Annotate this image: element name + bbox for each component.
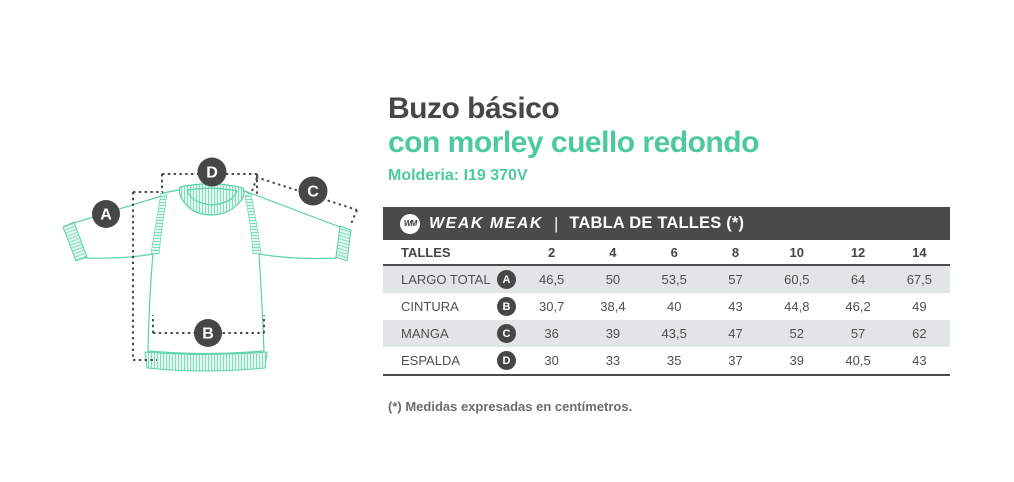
left-cuff-rib xyxy=(62,221,88,262)
value-cell: 40,5 xyxy=(845,353,871,368)
value-cell: 57 xyxy=(728,272,743,287)
row-label: MANGA xyxy=(401,326,449,341)
value-cell: 30,7 xyxy=(538,299,565,314)
size-col: 10 xyxy=(789,244,805,260)
right-armhole-rib xyxy=(244,193,262,255)
svg-text:B: B xyxy=(202,326,214,343)
separator: | xyxy=(553,213,559,233)
size-col: 6 xyxy=(670,244,678,260)
value-cell: 43,5 xyxy=(661,326,687,341)
row-label: ESPALDA xyxy=(401,353,461,368)
table-row: MANGA C 36 39 43,5 47 52 57 62 xyxy=(383,320,950,347)
table-row: LARGO TOTAL A 46,5 50 53,5 57 60,5 64 67… xyxy=(383,266,950,293)
measure-badge-a: A xyxy=(92,200,120,228)
measure-line-b xyxy=(152,315,265,334)
value-cell: 57 xyxy=(850,326,866,341)
sizes-header-row: TALLES 2 4 6 8 10 12 14 xyxy=(383,240,950,266)
svg-text:C: C xyxy=(307,184,319,201)
value-cell: 67,5 xyxy=(906,272,932,287)
row-badge: A xyxy=(497,270,516,289)
value-cell: 30 xyxy=(544,353,559,368)
measure-line-a xyxy=(132,191,163,361)
sizes-label: TALLES xyxy=(401,244,451,260)
hem-rib xyxy=(144,351,268,372)
measure-badge-b: B xyxy=(194,319,222,347)
right-cuff-rib xyxy=(335,225,352,262)
size-col: 2 xyxy=(548,244,556,260)
value-cell: 37 xyxy=(728,353,743,368)
value-cell: 62 xyxy=(912,326,927,341)
size-col: 12 xyxy=(850,244,866,260)
table-row: CINTURA B 30,7 38,4 40 43 44,8 46,2 49 xyxy=(383,293,950,320)
value-cell: 38,4 xyxy=(600,299,626,314)
table-row: ESPALDA D 30 33 35 37 39 40,5 43 xyxy=(383,347,950,374)
size-table: WM WEAK MEAK | TABLA DE TALLES (*) TALLE… xyxy=(383,207,950,376)
footnote: (*) Medidas expresadas en centímetros. xyxy=(388,399,633,414)
value-cell: 53,5 xyxy=(661,272,687,287)
size-col: 14 xyxy=(912,244,927,260)
value-cell: 39 xyxy=(605,326,621,341)
garment-diagram: A D C B xyxy=(62,157,358,372)
table-title: TABLA DE TALLES (*) xyxy=(569,214,745,232)
size-col: 4 xyxy=(609,244,617,260)
row-label: LARGO TOTAL xyxy=(401,272,491,287)
value-cell: 47 xyxy=(728,326,743,341)
value-cell: 35 xyxy=(666,353,682,368)
brand-name: WEAK MEAK xyxy=(429,214,543,232)
collar-rib xyxy=(178,183,245,216)
left-armhole-rib xyxy=(150,192,168,255)
row-badge: D xyxy=(497,351,516,370)
value-cell: 46,2 xyxy=(845,299,871,314)
size-col: 8 xyxy=(731,244,740,260)
measure-badge-d: D xyxy=(197,157,227,187)
value-cell: 52 xyxy=(789,326,805,341)
row-badge: B xyxy=(497,297,516,316)
value-cell: 44,8 xyxy=(784,299,810,314)
value-cell: 36 xyxy=(544,326,559,341)
value-cell: 43 xyxy=(912,353,927,368)
value-cell: 33 xyxy=(605,353,621,368)
row-badge: C xyxy=(497,324,516,343)
value-cell: 39 xyxy=(789,353,805,368)
title-block: Buzo básico con morley cuello redondo Mo… xyxy=(388,92,948,185)
collar-inner-line xyxy=(186,187,238,206)
value-cell: 60,5 xyxy=(784,272,810,287)
value-cell: 43 xyxy=(728,299,743,314)
value-cell: 46,5 xyxy=(538,272,565,287)
value-cell: 49 xyxy=(912,299,927,314)
brand-monogram-icon: WM xyxy=(400,213,420,234)
svg-text:A: A xyxy=(100,207,112,224)
table-header-bar: WM WEAK MEAK | TABLA DE TALLES (*) xyxy=(383,207,950,240)
row-label: CINTURA xyxy=(401,299,459,314)
molderia-label: Molderia: I19 370V xyxy=(388,167,528,184)
measure-badge-c: C xyxy=(298,176,328,206)
value-cell: 40 xyxy=(666,299,682,314)
value-cell: 50 xyxy=(605,272,621,287)
value-cell: 64 xyxy=(850,272,866,287)
product-subtitle: con morley cuello redondo xyxy=(388,126,759,159)
product-title: Buzo básico xyxy=(388,92,560,125)
table-body: LARGO TOTAL A 46,5 50 53,5 57 60,5 64 67… xyxy=(383,266,950,376)
svg-text:D: D xyxy=(206,165,218,182)
